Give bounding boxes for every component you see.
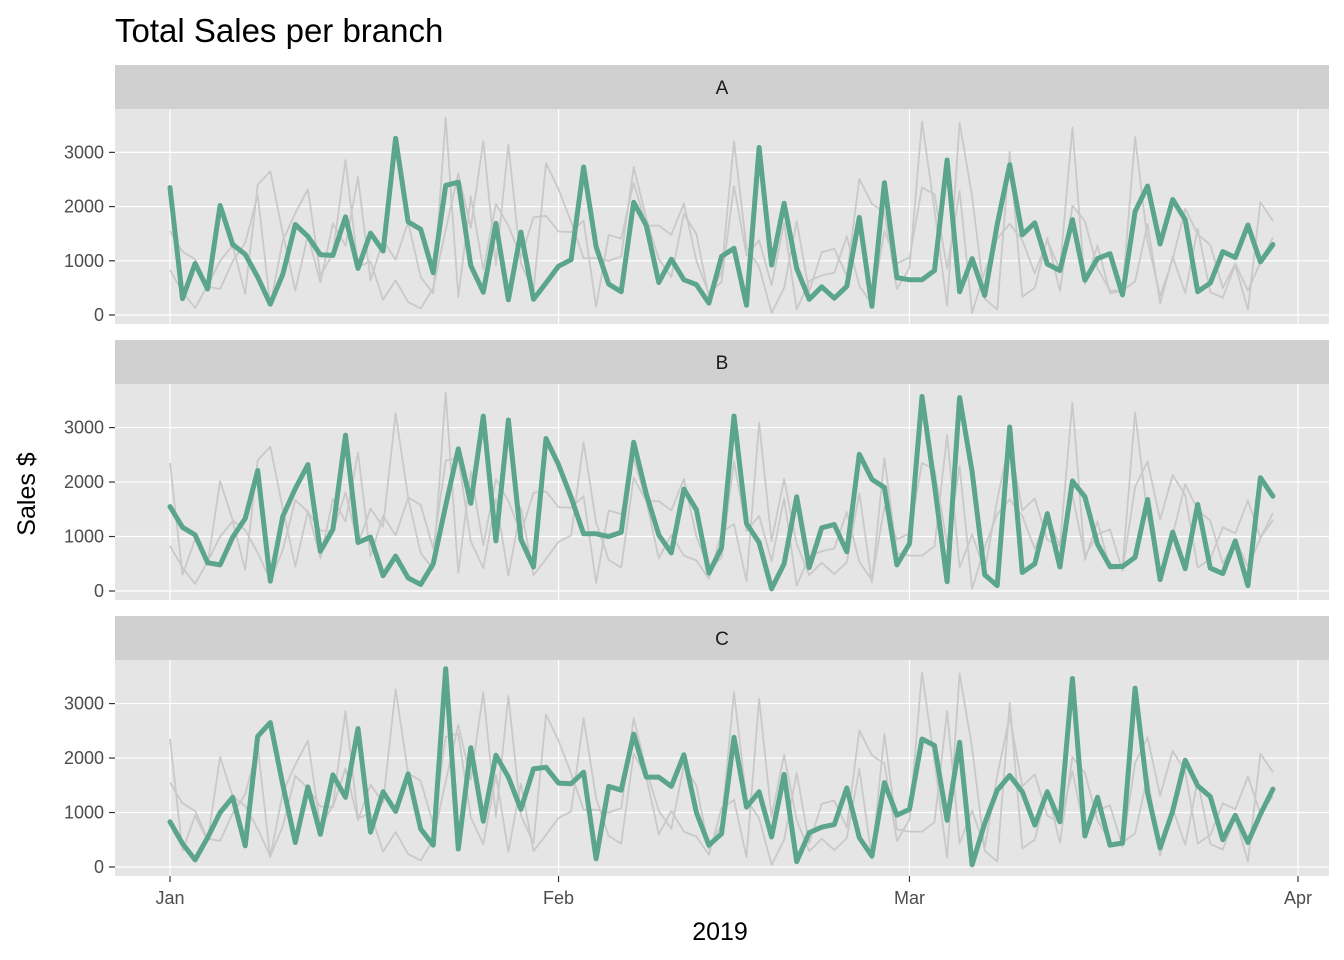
facet-panel-C: C 0 1000 2000 3000 (64, 616, 1329, 877)
x-axis: Jan Feb Mar Apr (155, 876, 1312, 908)
y-tick-label: 3000 (64, 142, 104, 162)
y-tick-label: 3000 (64, 418, 104, 438)
facet-strip (115, 616, 1329, 660)
y-tick-label: 1000 (64, 803, 104, 823)
facet-strip-label: A (716, 78, 729, 99)
y-tick-label: 2000 (64, 197, 104, 217)
y-tick-label: 1000 (64, 527, 104, 547)
facet-strip (115, 340, 1329, 384)
chart-title: Total Sales per branch (115, 12, 443, 49)
context-line-B (169, 120, 1274, 314)
series-line-B (167, 394, 1276, 592)
y-tick-label: 0 (94, 305, 104, 325)
y-tick-label: 2000 (64, 472, 104, 492)
x-tick-label: Jan (155, 888, 184, 908)
y-tick-label: 0 (94, 581, 104, 601)
y-tick-label: 2000 (64, 748, 104, 768)
series-line-C (167, 666, 1276, 868)
x-tick-label: Feb (543, 888, 574, 908)
y-tick-label: 0 (94, 857, 104, 877)
y-tick-label: 3000 (64, 694, 104, 714)
series-line-A (167, 135, 1276, 309)
facet-panels: A 0 1000 2000 3000 B 0 1000 2000 3000 C 0 1000 2000 30… (64, 65, 1329, 877)
x-axis-title: 2019 (692, 918, 748, 946)
context-line-C (169, 391, 1274, 590)
facet-panel-A: A 0 1000 2000 3000 (64, 65, 1329, 325)
x-tick-label: Mar (894, 888, 925, 908)
panel-background (115, 109, 1329, 324)
facet-strip-label: C (715, 629, 729, 650)
x-tick-label: Apr (1284, 888, 1312, 908)
y-axis-title: Sales $ (13, 452, 41, 535)
panel-background (115, 384, 1329, 600)
facet-panel-B: B 0 1000 2000 3000 (64, 340, 1329, 601)
facet-strip (115, 65, 1329, 109)
facet-strip-label: B (716, 353, 729, 374)
y-tick-label: 1000 (64, 251, 104, 271)
